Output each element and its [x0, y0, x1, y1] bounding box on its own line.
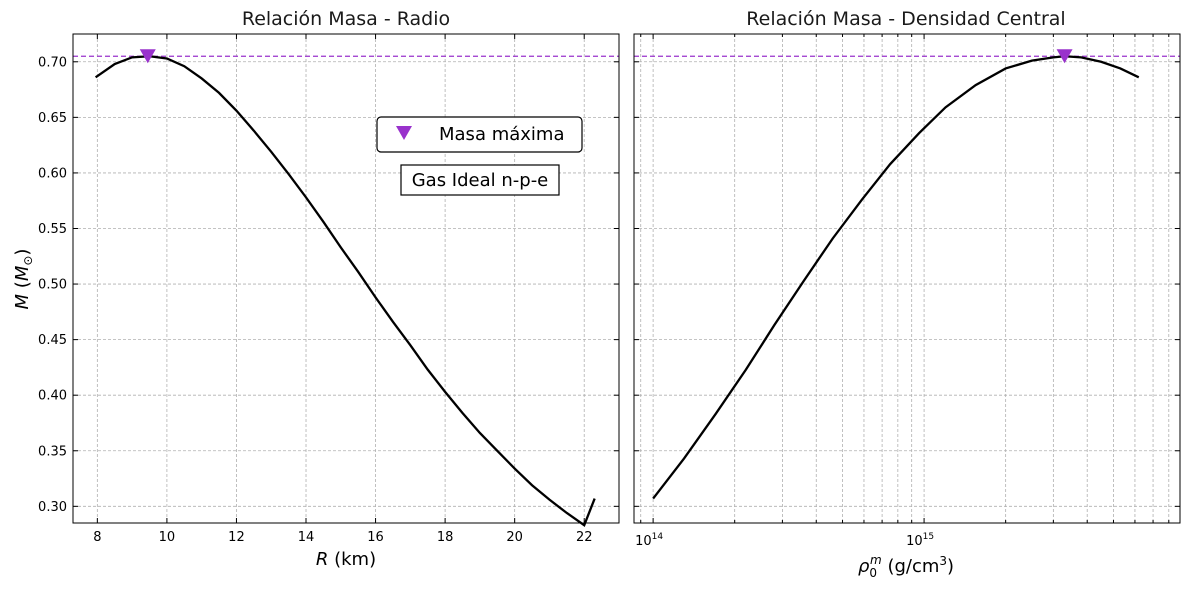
x-tick-label: 16: [367, 530, 384, 545]
mass-density-panel: Relación Masa - Densidad Central 1014 101…: [633, 8, 1181, 580]
annotation: Gas Ideal n-p-e: [400, 164, 560, 196]
right-ticks: 1014 1015: [634, 34, 1180, 549]
right-max-mass-marker: [1056, 49, 1073, 64]
right-grid: [634, 34, 1180, 523]
legend: Masa máxima: [376, 116, 583, 153]
y-tick-label: 0.40: [38, 389, 67, 404]
left-plot-frame: [72, 33, 620, 524]
y-tick-label: 0.35: [38, 444, 67, 459]
legend-label: Masa máxima: [439, 124, 564, 145]
y-tick-label: 0.65: [38, 111, 67, 126]
x-tick-label: 20: [506, 530, 523, 545]
left-grid: [73, 34, 619, 523]
right-chart-title: Relación Masa - Densidad Central: [746, 8, 1065, 30]
y-tick-label: 0.70: [38, 55, 67, 70]
left-x-axis-label: R (km): [316, 549, 376, 570]
y-tick-label: 0.55: [38, 222, 67, 237]
left-max-mass-marker: [139, 49, 156, 64]
x-tick-label: 18: [437, 530, 454, 545]
y-tick-label: 0.60: [38, 166, 67, 181]
left-chart-title: Relación Masa - Radio: [242, 8, 450, 30]
x-tick-label: 14: [298, 530, 315, 545]
x-tick-label: 8: [93, 530, 101, 545]
annotation-text: Gas Ideal n-p-e: [412, 170, 549, 191]
x-tick-label: 22: [576, 530, 593, 545]
right-plot-frame: [633, 33, 1181, 524]
x-tick-label: 1014: [635, 532, 663, 549]
right-mass-density-curve: [652, 55, 1140, 500]
left-mass-radius-curve: [94, 55, 596, 528]
x-tick-label: 10: [159, 530, 176, 545]
annotation-box: [400, 164, 560, 196]
y-tick-label: 0.50: [38, 278, 67, 293]
y-axis-label: M (M⊙): [12, 249, 35, 310]
legend-box: [376, 116, 583, 153]
mass-radius-panel: Relación Masa - Radio 0.300.350.400.450.…: [12, 8, 620, 570]
x-tick-label: 12: [228, 530, 245, 545]
legend-marker-icon: [396, 126, 412, 140]
right-x-axis-label: ρ0m (g/cm3): [858, 553, 954, 580]
x-tick-label: 1015: [906, 532, 934, 549]
y-tick-label: 0.30: [38, 500, 67, 515]
left-ticks: 0.30 0.35 0.40 0.45 0.50 0.55 0.60 0.65 0.70 8 10 1…: [38, 34, 619, 545]
y-tick-label: 0.45: [38, 333, 67, 348]
